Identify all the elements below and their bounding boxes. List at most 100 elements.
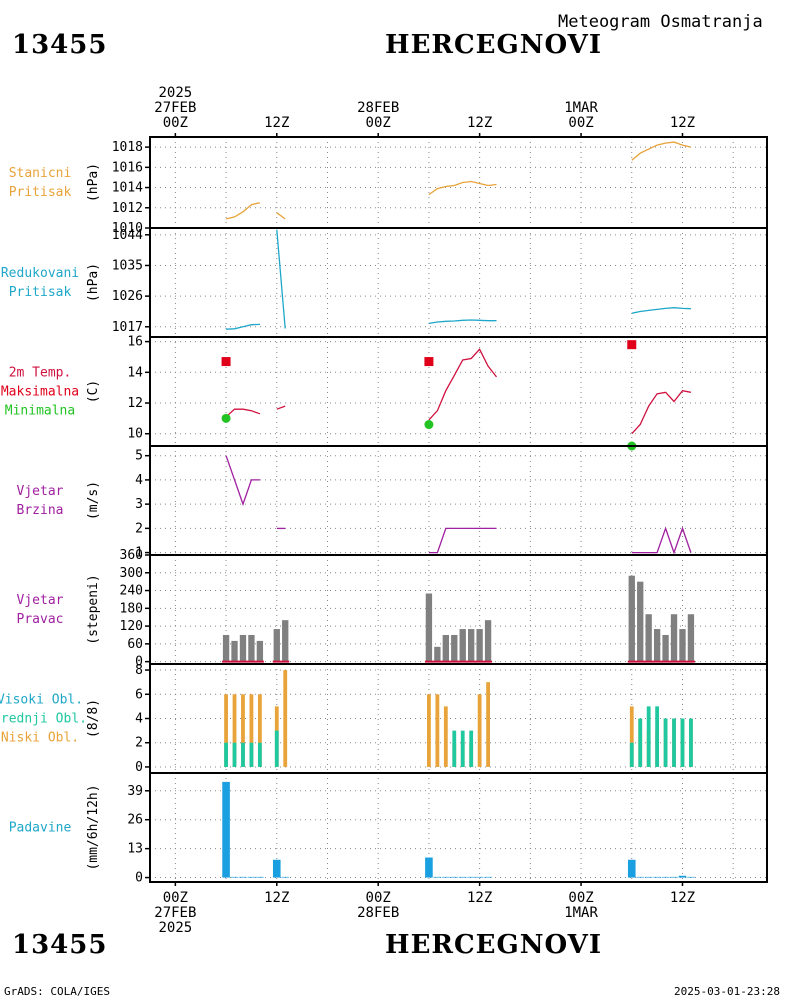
x-tick-label-top: 2025 <box>158 85 192 101</box>
panel-2: 1017 1026 1035 1044 (hPa) Redukovani Pritisak <box>1 227 768 338</box>
series-line <box>225 202 261 220</box>
cloud-bar <box>241 742 245 767</box>
cloud-bar <box>427 694 431 767</box>
series-line <box>428 180 497 196</box>
bar <box>272 859 281 878</box>
cloud-bar <box>663 718 668 767</box>
cloud-bar <box>638 718 643 767</box>
bar <box>468 629 475 662</box>
cloud-bar <box>435 694 440 767</box>
cloud-bar <box>241 694 245 767</box>
panel-title: Vjetar <box>17 593 64 608</box>
panel-frame <box>149 445 768 556</box>
bar <box>231 640 238 662</box>
y-tick-label: 1044 <box>112 228 143 243</box>
series-line <box>276 212 286 220</box>
x-tick-label-bottom: 00Z <box>568 890 593 906</box>
x-tick-label-top: 00Z <box>366 115 391 131</box>
bar <box>230 876 239 878</box>
cloud-bar <box>224 742 228 767</box>
panel-title: Minimalna <box>5 404 75 419</box>
bar <box>679 629 686 662</box>
cloud-bar <box>224 694 228 767</box>
panel-title: 2m Temp. <box>9 366 72 381</box>
x-tick-label-bottom: 00Z <box>163 890 188 906</box>
x-tick-label-bottom: 00Z <box>366 890 391 906</box>
x-tick-label-top: 00Z <box>568 115 593 131</box>
y-tick-label: 1035 <box>112 258 143 273</box>
y-tick-label: 6 <box>135 687 143 702</box>
cloud-bar <box>629 742 634 767</box>
panel-title: Pravac <box>17 612 64 627</box>
bar <box>653 629 661 662</box>
bar <box>442 634 449 662</box>
y-axis-label: (C) <box>86 380 101 403</box>
cloud-bar <box>477 694 482 767</box>
bar <box>687 614 695 662</box>
bar <box>670 614 678 662</box>
cloud-bar <box>232 742 237 767</box>
y-tick-label: 1018 <box>112 140 143 155</box>
bar <box>628 575 635 662</box>
bar <box>425 857 433 878</box>
bar <box>475 876 484 878</box>
bar <box>644 876 653 878</box>
y-tick-label: 1012 <box>112 201 143 216</box>
bar <box>247 876 256 878</box>
series-line <box>631 141 692 161</box>
y-tick-label: 3 <box>135 497 143 512</box>
bar <box>256 876 264 878</box>
panel-frame <box>149 136 768 229</box>
x-tick-label-bottom: 1MAR <box>564 905 598 921</box>
y-tick-label: 0 <box>135 760 143 775</box>
y-tick-label: 10 <box>127 427 143 442</box>
bar <box>459 629 466 662</box>
y-tick-label: 1014 <box>112 181 143 196</box>
y-tick-label: 1 <box>135 546 143 561</box>
y-axis-label: (stepeni) <box>86 574 101 644</box>
panel-1: 1010 1012 1014 1016 1018 (hPa) Stanicni Pritisa… <box>9 136 768 236</box>
x-tick-label-top: 12Z <box>264 115 289 131</box>
panel-title: Redukovani <box>1 266 79 281</box>
bar <box>434 646 441 662</box>
series-line <box>631 389 692 435</box>
panel-title: Maksimalna <box>1 385 79 400</box>
series-line <box>631 307 691 314</box>
y-tick-label: 26 <box>127 813 143 828</box>
cloud-bar <box>443 706 448 767</box>
x-tick-label-bottom: 27FEB <box>154 905 196 921</box>
panel-title: Pritisak <box>9 285 72 300</box>
y-tick-label: 4 <box>135 712 143 727</box>
y-axis-label: (8/8) <box>86 699 101 738</box>
y-tick-label: 60 <box>127 637 143 652</box>
y-axis-label: (hPa) <box>86 263 101 302</box>
y-tick-label: 12 <box>127 396 143 411</box>
y-axis-label: (mm/6h/12h) <box>86 784 101 870</box>
series-line <box>276 229 286 329</box>
y-tick-label: 8 <box>135 663 143 678</box>
series-line <box>225 455 260 507</box>
max-temp-marker <box>627 340 637 350</box>
bar <box>222 634 230 662</box>
cloud-bar <box>232 694 237 767</box>
bar <box>484 876 492 878</box>
bar <box>670 876 678 878</box>
y-tick-label: 5 <box>135 449 143 464</box>
x-tick-label-top: 00Z <box>163 115 188 131</box>
bar <box>239 634 247 662</box>
y-tick-label: 360 <box>120 548 143 563</box>
bar <box>653 876 661 878</box>
panel-title: Vjetar <box>17 484 64 499</box>
panel-4: 1 2 3 4 5 (m/s) Vjetar Brzina <box>17 445 768 561</box>
station-id-bottom: 13455 <box>12 930 108 960</box>
cloud-bar <box>274 730 279 767</box>
series-line <box>631 526 692 555</box>
bar <box>450 876 459 878</box>
bar <box>425 593 433 662</box>
cloud-bar <box>629 706 634 767</box>
y-axis-label: (m/s) <box>86 481 101 520</box>
x-tick-label-top: 12Z <box>670 115 695 131</box>
cloud-bar <box>486 682 490 767</box>
bar <box>248 634 255 662</box>
